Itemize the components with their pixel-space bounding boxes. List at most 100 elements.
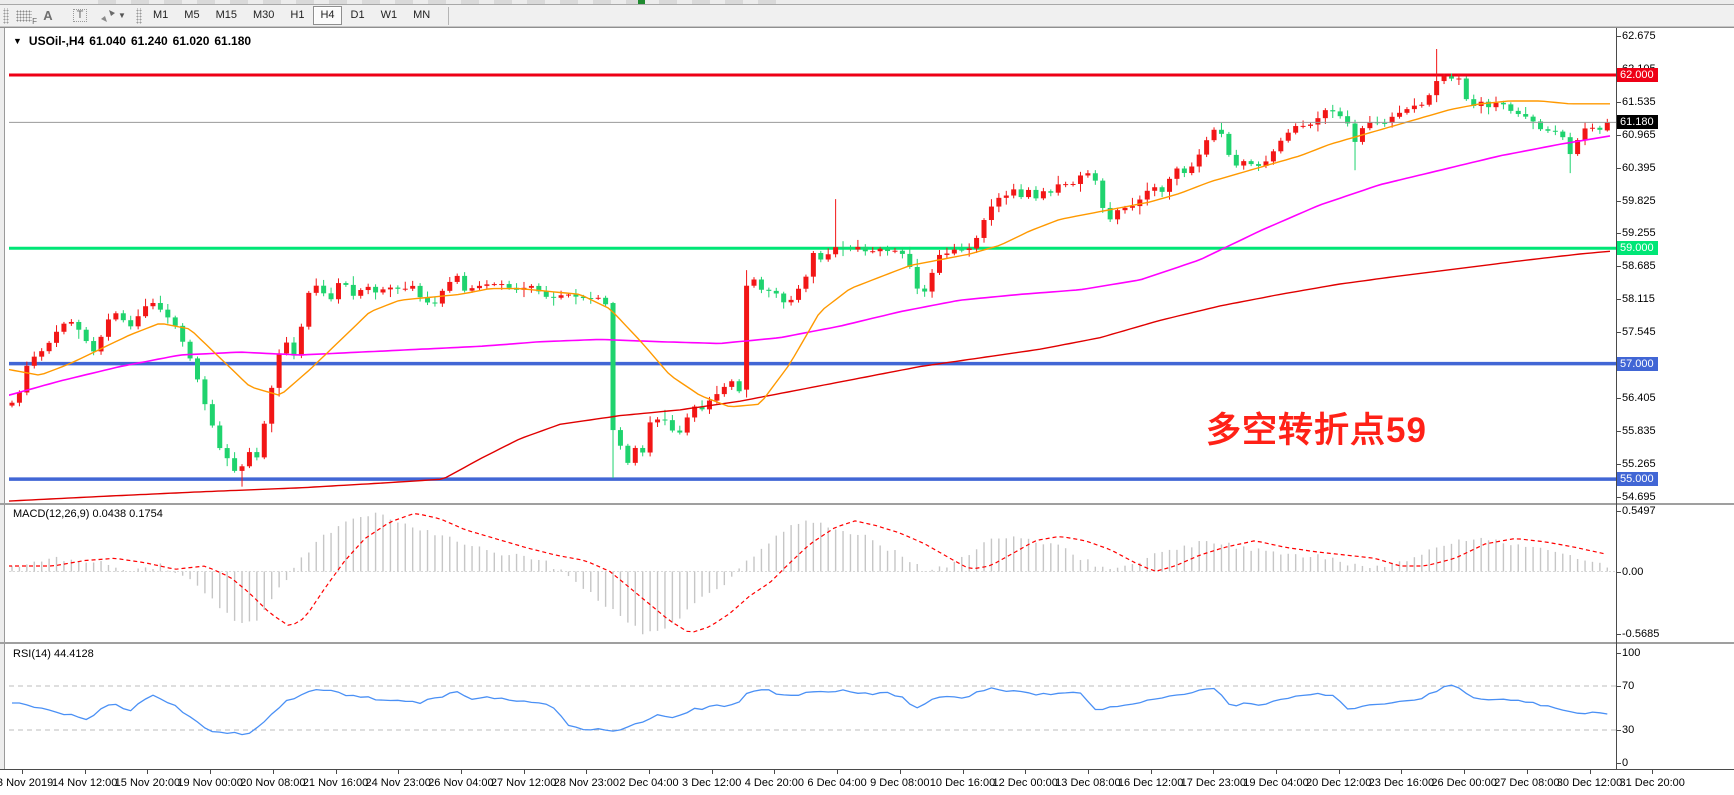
rsi-tick-100-tick bbox=[1616, 653, 1621, 654]
time-tick-25 bbox=[1589, 770, 1591, 774]
price-tick-59.255-tick bbox=[1616, 233, 1621, 235]
time-label-1: 14 Nov 12:00 bbox=[51, 777, 118, 789]
timeframe-button-mn[interactable]: MN bbox=[413, 9, 431, 21]
time-label-25: 30 Dec 12:00 bbox=[1556, 777, 1623, 789]
macd-pane[interactable] bbox=[9, 505, 1616, 642]
arrows-glyph bbox=[101, 9, 116, 22]
toolbar-grip-2[interactable] bbox=[136, 7, 142, 24]
time-label-12: 4 Dec 20:00 bbox=[744, 777, 805, 789]
annotation-text: 多空转折点59 bbox=[1206, 411, 1427, 450]
time-label-5: 21 Nov 16:00 bbox=[302, 777, 369, 789]
ohlc-high: 61.240 bbox=[130, 34, 168, 48]
time-tick-6 bbox=[398, 770, 400, 774]
time-tick-20 bbox=[1276, 770, 1277, 774]
time-tick-0 bbox=[22, 770, 23, 774]
ma-fast-line bbox=[9, 100, 1610, 408]
ma-mid-line bbox=[9, 135, 1611, 396]
ma-slow-line bbox=[9, 250, 1611, 502]
rsi-pane[interactable] bbox=[9, 644, 1616, 768]
price-tick-61.535: 61.535 bbox=[1622, 95, 1656, 108]
price-tick-55.265-tick bbox=[1616, 463, 1621, 465]
price-tick-62.675: 62.675 bbox=[1622, 30, 1656, 42]
timeframe-button-d1[interactable]: D1 bbox=[350, 9, 365, 21]
macd-tick-0.00-tick bbox=[1616, 571, 1621, 573]
time-label-6: 24 Nov 23:00 bbox=[365, 777, 431, 789]
price-tick-57.545-tick bbox=[1616, 332, 1621, 334]
time-tick-10 bbox=[649, 770, 650, 774]
arrow-tools-dropdown-icon[interactable]: ▼ bbox=[96, 7, 130, 25]
time-tick-19 bbox=[1213, 770, 1215, 774]
price-tick-60.965: 60.965 bbox=[1622, 128, 1656, 141]
time-label-3: 19 Nov 00:00 bbox=[177, 777, 243, 789]
time-label-17: 13 Dec 08:00 bbox=[1055, 777, 1121, 789]
dot-grid-glyph: F bbox=[16, 9, 37, 26]
time-label-13: 6 Dec 04:00 bbox=[807, 777, 867, 789]
level-label-55.000: 55.000 bbox=[1617, 472, 1658, 487]
main-chart-pane[interactable] bbox=[9, 29, 1616, 503]
time-tick-8 bbox=[523, 770, 525, 774]
timeframe-button-m15[interactable]: M15 bbox=[215, 9, 237, 21]
rsi-line bbox=[12, 684, 1608, 736]
chart-toolbar: F A T ▼ M1 M5 M15 M30 H1 H4 D1 W1 MN bbox=[0, 5, 1734, 27]
letter-t-glyph: T bbox=[72, 9, 88, 22]
time-tick-5 bbox=[335, 770, 337, 774]
timeframe-button-m30[interactable]: M30 bbox=[252, 9, 275, 21]
pane-separator-macd-rsi[interactable] bbox=[0, 642, 1734, 644]
timeframe-button-h4[interactable]: H4 bbox=[313, 6, 342, 25]
clipped-buttons bbox=[88, 0, 778, 4]
time-label-22: 23 Dec 16:00 bbox=[1368, 777, 1435, 789]
ohlc-open: 61.040 bbox=[89, 34, 126, 48]
time-label-14: 9 Dec 08:00 bbox=[870, 777, 930, 789]
time-label-0: 13 Nov 2019 bbox=[0, 777, 54, 789]
indicator-grid-icon[interactable]: F bbox=[12, 7, 37, 26]
macd-tick-0.5497-tick bbox=[1616, 511, 1621, 513]
clipped-green-icon bbox=[638, 0, 645, 4]
pane-separator-main-macd[interactable] bbox=[0, 503, 1734, 505]
time-tick-16 bbox=[1025, 770, 1027, 774]
time-label-4: 20 Nov 08:00 bbox=[240, 777, 306, 789]
time-label-26: 31 Dec 20:00 bbox=[1619, 777, 1685, 789]
time-tick-1 bbox=[84, 770, 86, 774]
time-label-15: 10 Dec 16:00 bbox=[929, 777, 996, 789]
ohlc-close: 61.180 bbox=[214, 34, 252, 48]
time-label-9: 28 Nov 23:00 bbox=[553, 777, 620, 789]
symbol-dropdown-icon[interactable]: ▼ bbox=[13, 36, 22, 46]
time-tick-12 bbox=[774, 770, 776, 774]
timeframe-button-h1[interactable]: H1 bbox=[290, 9, 305, 21]
time-tick-15 bbox=[962, 770, 964, 774]
level-label-62.000: 62.000 bbox=[1617, 67, 1658, 82]
price-tick-57.545: 57.545 bbox=[1622, 326, 1656, 339]
symbol-label: USOil-,H4 bbox=[28, 34, 85, 48]
macd-tick-0.00: 0.00 bbox=[1622, 565, 1644, 578]
letter-a-glyph: A bbox=[43, 8, 53, 23]
time-tick-3 bbox=[210, 770, 212, 774]
symbol-info-bar: ▼ USOil-,H4 61.040 61.240 61.020 61.180 bbox=[13, 34, 251, 48]
candles-group bbox=[9, 48, 1610, 487]
timeframe-button-m5[interactable]: M5 bbox=[184, 9, 200, 21]
timeframe-button-m1[interactable]: M1 bbox=[153, 9, 169, 21]
time-tick-2 bbox=[147, 770, 149, 774]
timeframe-button-w1[interactable]: W1 bbox=[380, 9, 398, 21]
macd-tick--0.5685: -0.5685 bbox=[1622, 628, 1660, 641]
price-tick-58.685-tick bbox=[1616, 266, 1621, 268]
text-tool-icon[interactable]: T bbox=[68, 7, 92, 25]
time-label-16: 12 Dec 00:00 bbox=[992, 777, 1058, 789]
price-tick-54.695: 54.695 bbox=[1622, 490, 1656, 503]
time-tick-21 bbox=[1338, 770, 1340, 774]
price-tick-59.825: 59.825 bbox=[1622, 194, 1656, 207]
time-tick-4 bbox=[272, 770, 274, 774]
price-tick-55.835: 55.835 bbox=[1622, 424, 1656, 437]
toolbar-grip[interactable] bbox=[3, 7, 9, 24]
price-tick-55.835-tick bbox=[1616, 430, 1621, 432]
time-label-18: 16 Dec 12:00 bbox=[1117, 777, 1184, 789]
price-tick-60.395-tick bbox=[1616, 167, 1621, 169]
time-label-10: 2 Dec 04:00 bbox=[619, 777, 679, 789]
clipped-toolbar-strip bbox=[0, 0, 1734, 5]
rsi-tick-30: 30 bbox=[1622, 724, 1635, 736]
macd-indicator-label: MACD(12,26,9) 0.0438 0.1754 bbox=[13, 508, 163, 520]
rsi-indicator-label: RSI(14) 44.4128 bbox=[13, 648, 94, 660]
price-tick-59.825-tick bbox=[1616, 200, 1621, 202]
price-tick-61.535-tick bbox=[1616, 101, 1621, 103]
text-label-icon[interactable]: A bbox=[36, 7, 60, 25]
